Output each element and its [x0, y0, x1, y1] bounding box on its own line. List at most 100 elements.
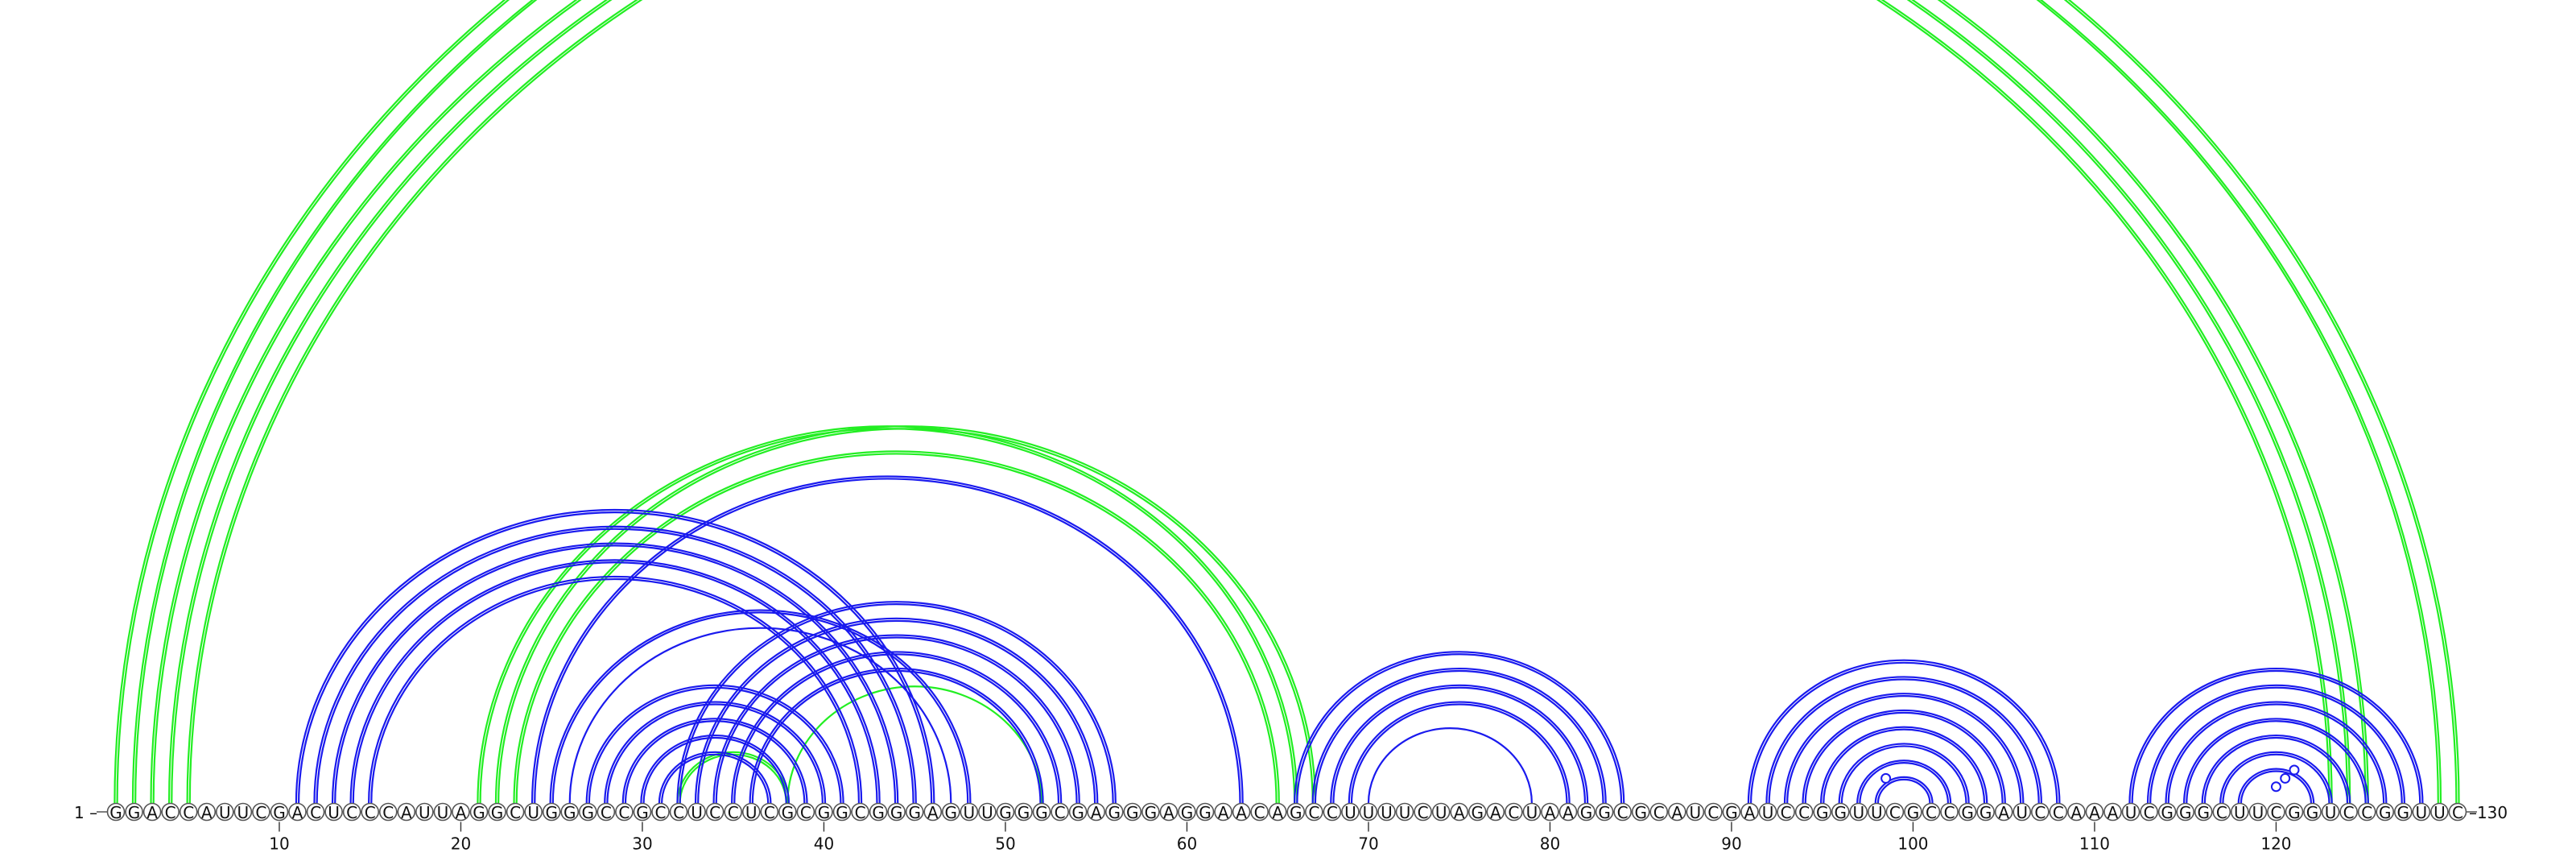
arc-blue-33-55-strand-2 — [697, 619, 1096, 804]
arc-blue-29-39-strand-2 — [624, 720, 806, 804]
nucleotide-circle — [633, 802, 652, 822]
nucleotide-circle — [2430, 802, 2449, 822]
nucleotide-107: C — [2031, 802, 2050, 822]
nucleotide-115: G — [2176, 802, 2194, 822]
nucleotide-letter: C — [310, 803, 321, 822]
arc-green-1-130-strand-2 — [118, 0, 2457, 804]
nucleotide-61: G — [1195, 802, 1215, 822]
arc-blue-92-107-strand-1 — [1765, 676, 2042, 804]
nucleotide-circle — [1558, 802, 1578, 822]
nucleotide-circle — [1305, 802, 1323, 822]
nucleotide-circle — [1323, 802, 1342, 822]
nucleotide-circle — [741, 802, 761, 822]
nucleotide-circle — [1414, 802, 1432, 822]
nucleotide-letter: G — [1907, 803, 1920, 822]
nucleotide-51: G — [1014, 802, 1033, 822]
nucleotide-letter: G — [1816, 803, 1829, 822]
nucleotide-circle — [270, 802, 289, 822]
nucleotide-95: G — [1813, 802, 1831, 822]
nucleotide-5: C — [179, 802, 198, 822]
nucleotide-letter: A — [147, 803, 158, 822]
nucleotide-70: U — [1359, 802, 1378, 822]
nucleotide-96: G — [1831, 802, 1850, 822]
nucleotide-circle — [2121, 802, 2140, 822]
nucleotide-circle — [288, 802, 307, 822]
nucleotide-32: C — [669, 802, 688, 822]
nucleotide-circle — [2176, 802, 2194, 822]
arc-blue-31-37-strand-2 — [661, 753, 770, 804]
nucleotide-letter: G — [908, 803, 921, 822]
nucleotide-letter: C — [764, 803, 775, 822]
nucleotide-circle — [2049, 802, 2068, 822]
tick-label-100: 100 — [1897, 834, 1928, 854]
nucleotide-circle — [1232, 802, 1251, 822]
apex-marker-119-121 — [2270, 781, 2281, 793]
arc-blue-28-40-strand-2 — [606, 703, 824, 804]
tick-label-60: 60 — [1177, 834, 1197, 854]
arc-blue-118-122-strand-2 — [2240, 770, 2313, 804]
arc-blue-30-38-strand-2 — [642, 736, 787, 804]
nucleotide-letter: G — [1598, 803, 1611, 822]
nucleotide-circle — [1613, 802, 1632, 822]
arc-blue-12-45-strand-2 — [316, 528, 914, 804]
apex-marker-119-122 — [2280, 772, 2291, 784]
nucleotide-letter: C — [709, 803, 720, 822]
arc-blue-30-38-strand-1 — [640, 735, 791, 804]
nucleotide-circle — [1649, 802, 1669, 822]
nucleotide-letter: C — [728, 803, 739, 822]
arc-blue-24-63-strand-1 — [530, 475, 1244, 804]
nucleotide-circle — [179, 802, 198, 822]
nucleotide-circle — [1577, 802, 1596, 822]
nucleotide-letter: G — [2306, 803, 2319, 822]
nucleotide-letter: A — [2089, 803, 2100, 822]
nucleotide-letter: A — [2071, 803, 2083, 822]
nucleotide-letter: G — [273, 803, 286, 822]
arc-blue-113-127-strand-2 — [2149, 686, 2403, 804]
nucleotide-letter: U — [328, 803, 340, 822]
nucleotide-circle — [1505, 802, 1523, 822]
tick-label-110: 110 — [2079, 834, 2110, 854]
tick-label-40: 40 — [814, 834, 834, 854]
nucleotide-letter: U — [437, 803, 449, 822]
nucleotide-letter: G — [836, 803, 848, 822]
nucleotide-14: C — [342, 802, 361, 822]
nucleotide-44: G — [887, 802, 906, 822]
nucleotide-109: A — [2067, 802, 2086, 822]
nucleotide-circle — [2412, 802, 2431, 822]
nucleotide-circle — [996, 802, 1015, 822]
nucleotide-circle — [142, 802, 162, 822]
nucleotide-circle — [2013, 802, 2032, 822]
nucleotide-letter: C — [2144, 803, 2155, 822]
nucleotide-58: G — [1141, 802, 1160, 822]
nucleotide-letter: C — [1781, 803, 1792, 822]
nucleotide-99: C — [1885, 802, 1905, 822]
nucleotide-circle — [1431, 802, 1451, 822]
nucleotide-circle — [324, 802, 343, 822]
nucleotide-119: U — [2248, 802, 2268, 822]
markers-layer — [1880, 764, 2300, 793]
nucleotide-letter: U — [237, 803, 250, 822]
nucleotide-letter: G — [1018, 803, 1030, 822]
nucleotide-circle — [1976, 802, 1995, 822]
nucleotide-circle — [1922, 802, 1941, 822]
arc-green-1-130-strand-1 — [114, 0, 2460, 804]
nucleotide-letter: U — [219, 803, 231, 822]
arc-blue-36-52-strand-1 — [749, 668, 1044, 804]
nucleotide-circle — [705, 802, 724, 822]
nucleotide-letter: G — [2198, 803, 2211, 822]
nucleotide-75: A — [1450, 802, 1468, 822]
nucleotide-48: U — [960, 802, 979, 822]
nucleotide-letter: G — [1108, 803, 1121, 822]
arc-blue-66-84-strand-1 — [1294, 651, 1625, 804]
nucleotide-letter: G — [1181, 803, 1194, 822]
nucleotide-circle — [397, 802, 416, 822]
nucleotide-37: C — [760, 802, 779, 822]
nucleotide-77: A — [1486, 802, 1505, 822]
nucleotide-circle — [1450, 802, 1468, 822]
nucleotide-circle — [1178, 802, 1196, 822]
nucleotide-letter: G — [1145, 803, 1158, 822]
tick-label-50: 50 — [995, 834, 1015, 854]
nucleotide-62: A — [1214, 802, 1232, 822]
nucleotide-85: G — [1631, 802, 1650, 822]
